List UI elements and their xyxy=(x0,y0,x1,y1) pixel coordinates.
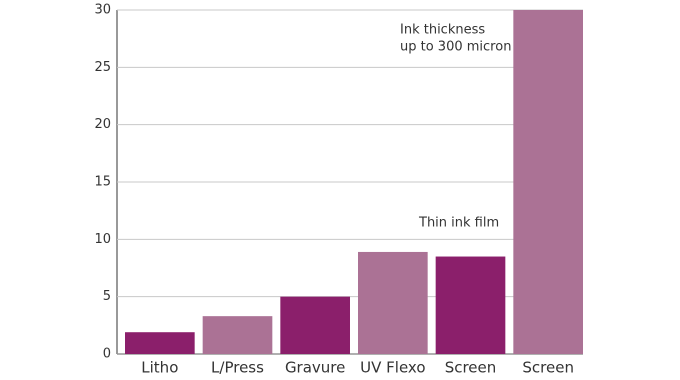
y-tick-label: 30 xyxy=(94,3,111,18)
x-tick-label: Litho xyxy=(141,359,178,377)
annotation: Ink thickness xyxy=(400,23,485,38)
x-tick-label: UV Flexo xyxy=(360,359,425,377)
bar xyxy=(280,296,350,354)
bar xyxy=(125,332,195,354)
annotation: up to 300 micron xyxy=(400,40,511,55)
bar xyxy=(358,251,428,354)
annotation: Thin ink film xyxy=(418,216,499,231)
x-tick-label: Screen xyxy=(445,359,497,377)
y-tick-label: 0 xyxy=(103,347,111,362)
y-tick-label: 25 xyxy=(94,60,111,75)
y-tick-label: 20 xyxy=(94,117,111,132)
bar xyxy=(513,10,583,354)
y-tick-label: 10 xyxy=(94,232,111,247)
x-tick-label: L/Press xyxy=(211,359,264,377)
y-tick-label: 15 xyxy=(94,175,111,190)
x-tick-label: Screen xyxy=(522,359,574,377)
y-tick-label: 5 xyxy=(103,289,111,304)
bar xyxy=(435,256,506,354)
x-tick-label: Gravure xyxy=(285,359,345,377)
bar xyxy=(202,316,273,354)
